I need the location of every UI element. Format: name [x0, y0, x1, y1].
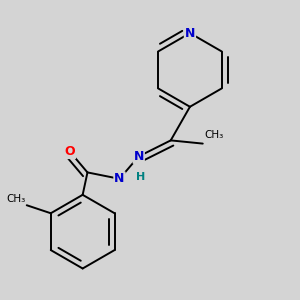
Text: N: N — [185, 27, 195, 40]
Text: N: N — [134, 150, 144, 163]
Text: CH₃: CH₃ — [6, 194, 25, 204]
Text: H: H — [136, 172, 145, 182]
Text: O: O — [64, 145, 75, 158]
Text: N: N — [114, 172, 125, 185]
Text: CH₃: CH₃ — [204, 130, 224, 140]
